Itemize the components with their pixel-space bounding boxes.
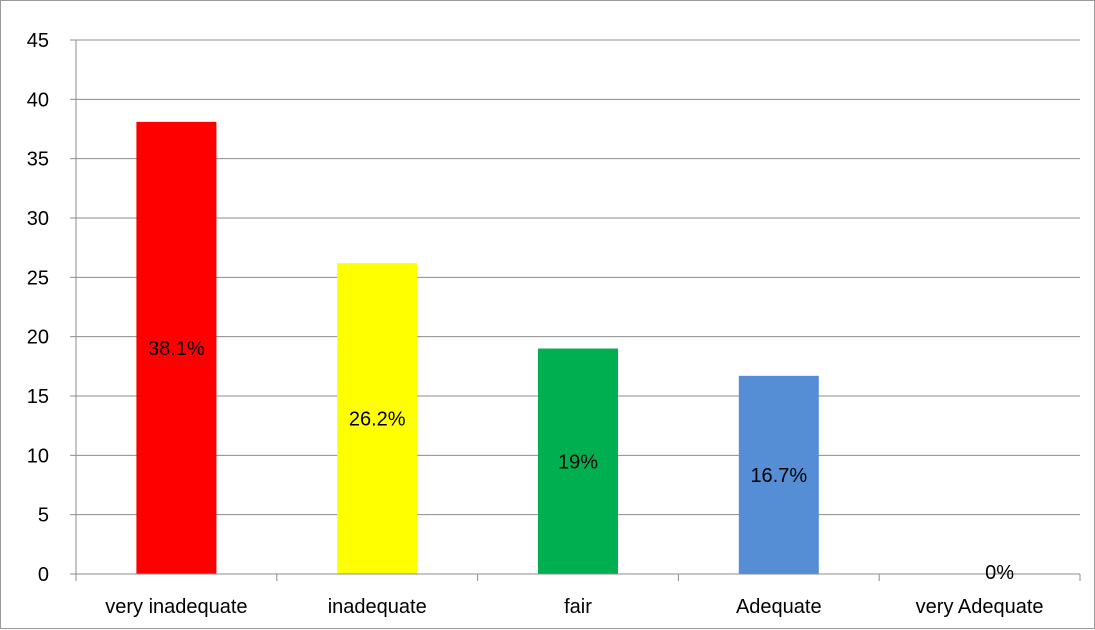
y-tick-label: 10 (27, 445, 49, 467)
y-tick-labels: 0 5 10 15 20 25 30 35 40 45 (27, 30, 49, 586)
gridlines (76, 39, 1080, 516)
y-tick-label: 35 (27, 149, 49, 171)
y-tick-label: 45 (27, 30, 49, 52)
y-tick-label: 25 (27, 267, 49, 289)
y-tick-label: 0 (38, 564, 49, 586)
x-tick-label: very Adequate (916, 596, 1044, 618)
x-tick-label: Adequate (736, 596, 822, 618)
bar (136, 121, 217, 574)
data-label: 38.1% (148, 338, 205, 360)
bar (337, 263, 418, 574)
x-tick-labels: very inadequate inadequate fair Adequate ver… (105, 596, 1043, 618)
bars (136, 121, 819, 574)
x-tick-label: very inadequate (105, 596, 247, 618)
bar (738, 375, 819, 574)
x-tick-label: inadequate (328, 596, 427, 618)
data-label: 26.2% (349, 409, 406, 431)
data-label: 16.7% (750, 465, 807, 487)
data-label: 19% (558, 451, 598, 473)
bar (538, 348, 618, 574)
axes (70, 39, 1081, 581)
y-tick-label: 15 (27, 386, 49, 408)
y-tick-label: 20 (27, 327, 49, 349)
y-tick-label: 5 (38, 505, 49, 527)
data-label: 0% (985, 562, 1014, 584)
y-tick-label: 40 (27, 89, 49, 111)
y-tick-label: 30 (27, 208, 49, 230)
x-tick-label: fair (564, 596, 592, 618)
data-labels: 38.1% 26.2% 19% 16.7% 0% (148, 338, 1014, 584)
